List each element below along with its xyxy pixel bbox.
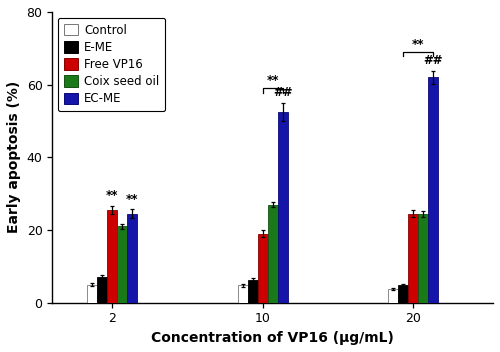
Bar xyxy=(258,234,268,303)
Text: **: ** xyxy=(106,189,118,202)
Bar xyxy=(408,214,418,303)
Text: **: ** xyxy=(266,74,279,87)
Bar xyxy=(418,214,428,303)
Legend: Control, E-ME, Free VP16, Coix seed oil, EC-ME: Control, E-ME, Free VP16, Coix seed oil,… xyxy=(58,18,165,111)
Bar xyxy=(428,77,438,303)
Y-axis label: Early apoptosis (%): Early apoptosis (%) xyxy=(7,81,21,233)
Text: ##: ## xyxy=(273,86,292,99)
Bar xyxy=(398,285,408,303)
Bar xyxy=(238,285,248,303)
Bar xyxy=(388,289,398,303)
Bar xyxy=(248,280,258,303)
Bar xyxy=(108,210,118,303)
Bar xyxy=(128,214,138,303)
Text: **: ** xyxy=(126,193,138,206)
X-axis label: Concentration of VP16 (μg/mL): Concentration of VP16 (μg/mL) xyxy=(151,331,394,345)
Bar xyxy=(118,226,128,303)
Bar xyxy=(98,277,108,303)
Bar xyxy=(268,205,278,303)
Text: ##: ## xyxy=(423,54,442,67)
Bar xyxy=(88,285,98,303)
Text: **: ** xyxy=(412,38,424,51)
Bar xyxy=(278,112,287,303)
